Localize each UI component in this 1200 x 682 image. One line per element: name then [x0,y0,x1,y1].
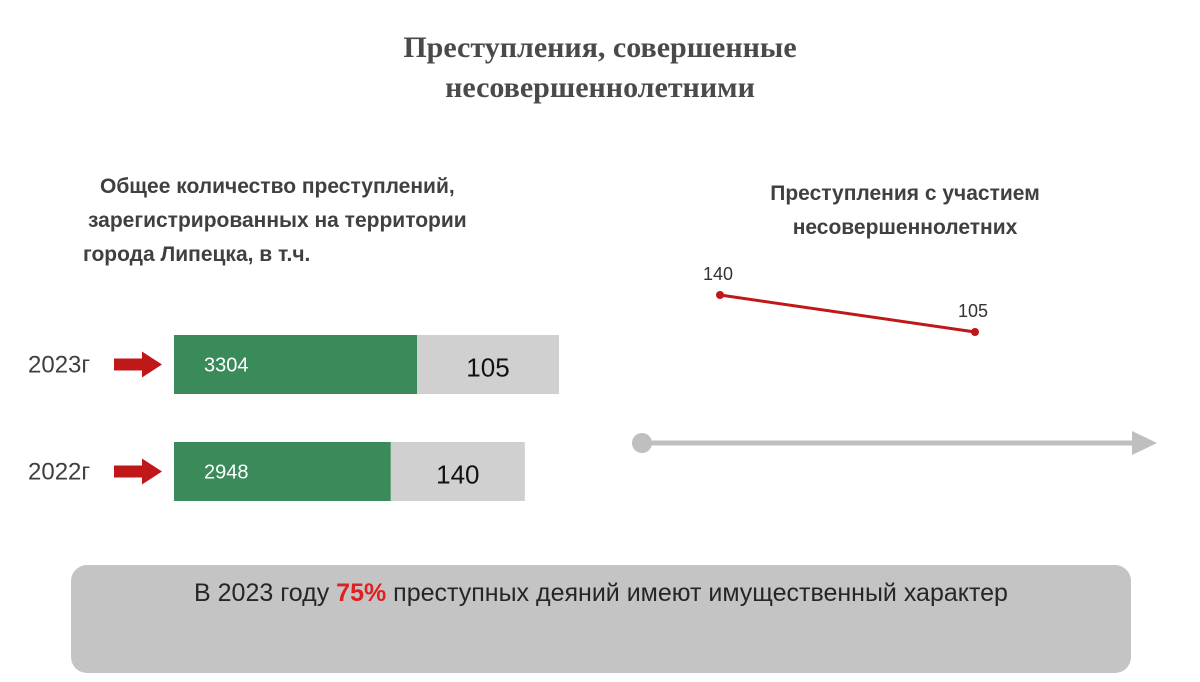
data-point-label: 140 [703,264,733,284]
bar-total-crimes [174,335,417,394]
arrow-marker-icon [114,351,162,378]
left-subtitle-line-2: зарегистрированных на территории [88,209,467,232]
page-title: Преступления, совершенные несовершенноле… [300,28,900,108]
axis-start-dot [632,433,652,453]
left-chart-subtitle: Общее количество преступлений, зарегистр… [78,170,548,272]
summary-banner: В 2023 году 75% преступных деяний имеют … [71,565,1131,673]
bar-minor-crimes [390,442,525,501]
series-line [719,293,976,334]
summary-highlight-percent: 75% [336,579,387,607]
data-point [971,328,979,336]
line-chart: 140 105 [632,264,1157,455]
year-label: 2022г [28,459,90,486]
data-point [716,291,724,299]
data-point-label: 105 [958,301,988,321]
stacked-bar-chart: 2023г 3304 105 2022г 2948 140 [28,335,559,501]
bar-minor-value-label: 105 [466,353,509,383]
left-subtitle-line-3: города Липецка, в т.ч. [83,243,311,266]
summary-text: В 2023 году 75% преступных деяний имеют … [71,579,1131,608]
summary-prefix: В 2023 году [194,579,337,607]
page-title-line-2: несовершеннолетними [445,71,755,104]
page-title-line-1: Преступления, совершенные [403,31,797,64]
summary-suffix: преступных деяний имеют имущественный ха… [386,579,1008,607]
right-subtitle-line-1: Преступления с участием [770,182,1040,205]
bar-total-value-label: 2948 [204,462,249,484]
right-subtitle-line-2: несовершеннолетних [792,216,1018,239]
year-label: 2023г [28,352,90,379]
bar-total-value-label: 3304 [204,355,249,377]
axis-arrowhead [1132,431,1157,455]
bar-total-crimes [174,442,391,501]
bar-minor-crimes [417,335,559,394]
arrow-marker-icon [114,458,162,485]
left-subtitle-line-1: Общее количество преступлений, [100,175,455,198]
right-chart-subtitle: Преступления с участием несовершеннолетн… [720,177,1090,245]
bar-minor-value-label: 140 [436,460,479,490]
